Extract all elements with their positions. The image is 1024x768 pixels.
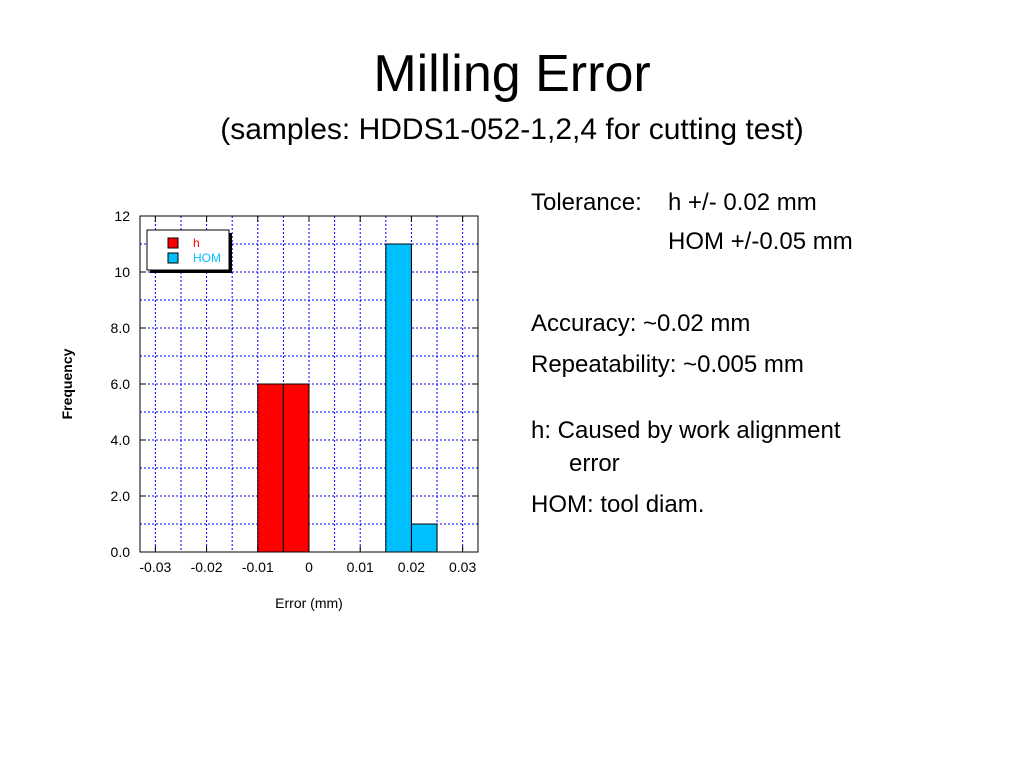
tolerance-hom-row: HOM +/-0.05 mm [531,225,1011,258]
axis-tick-labels: -0.03 -0.02 -0.01 0 0.01 0.02 0.03 0.0 2.0 4.0 6.0… [111,208,477,575]
x-tick-label: 0.03 [449,559,476,575]
x-tick-label: 0 [305,559,313,575]
notes-panel: Tolerance: h +/- 0.02 mm HOM +/-0.05 mm A… [531,186,1011,521]
tolerance-hom: HOM +/-0.05 mm [668,228,853,255]
legend-swatch-hom [167,252,179,264]
tolerance-h: h +/- 0.02 mm [668,189,817,216]
y-tick-label: 6.0 [111,376,131,392]
bar-hom [385,243,412,553]
x-tick-label: 0.02 [398,559,425,575]
bar-h [282,383,310,553]
legend-box [146,229,230,271]
slide-subtitle: (samples: HDDS1-052-1,2,4 for cutting te… [220,113,804,146]
tolerance-label: Tolerance: [531,189,642,216]
y-tick-label: 4.0 [111,432,131,448]
x-tick-label: -0.02 [191,559,223,575]
legend-swatch-h [167,237,179,249]
frequency-histogram: -0.03 -0.02 -0.01 0 0.01 0.02 0.03 0.0 2.0 4.0 6.0… [59,208,479,611]
slide-title: Milling Error [373,45,651,103]
bar-h [257,383,284,553]
x-axis-label: Error (mm) [275,595,343,611]
x-tick-label: -0.01 [242,559,274,575]
x-tick-label: -0.03 [139,559,171,575]
repeatability-note: Repeatability: ~0.005 mm [531,351,804,378]
chart-bars [257,243,438,553]
h-cause-note-continued: error [569,450,620,477]
y-axis-label: Frequency [59,348,75,419]
legend-label-hom: HOM [193,251,221,265]
y-tick-label: 0.0 [111,544,131,560]
accuracy-note: Accuracy: ~0.02 mm [531,310,751,337]
tolerance-h-row: Tolerance: h +/- 0.02 mm [531,186,1011,219]
bar-hom [410,523,438,553]
y-tick-label: 8.0 [111,320,131,336]
legend-label-h: h [193,236,200,250]
hom-cause-note: HOM: tool diam. [531,491,705,518]
axis-ticks [140,215,478,553]
y-tick-label: 12 [114,208,130,224]
h-cause-note: h: Caused by work alignment [531,417,841,444]
y-tick-label: 10 [114,264,130,280]
x-tick-label: 0.01 [347,559,374,575]
y-tick-label: 2.0 [111,488,131,504]
